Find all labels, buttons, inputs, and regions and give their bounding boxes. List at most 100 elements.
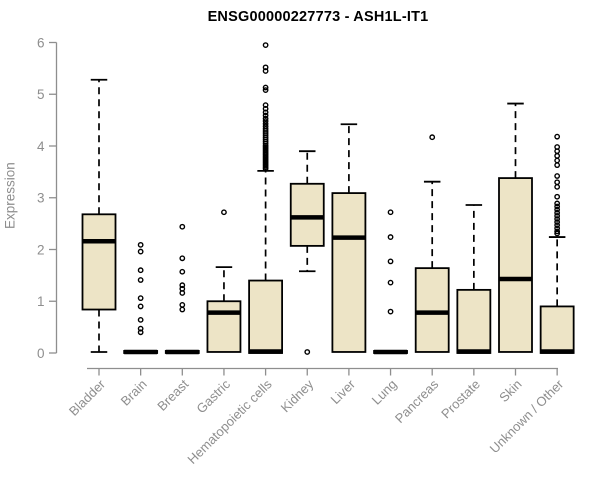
y-tick-label-2: 2: [37, 242, 45, 257]
outlier-point: [262, 123, 269, 130]
outlier-point: [137, 241, 144, 248]
outlier-point: [554, 200, 561, 207]
outlier-point: [262, 115, 269, 122]
box-rect: [498, 177, 533, 353]
outlier-point: [554, 230, 561, 237]
outlier-point: [387, 234, 394, 240]
outlier-point: [262, 105, 269, 112]
outlier-point: [262, 64, 269, 71]
x-label-lung: Lung: [369, 377, 400, 408]
y-tick-label-5: 5: [37, 87, 45, 102]
box-rect: [331, 192, 367, 353]
outlier-point: [387, 258, 394, 265]
outlier-point: [304, 349, 311, 355]
outlier-point: [554, 152, 561, 159]
outlier-point: [262, 120, 269, 127]
outlier-point: [137, 248, 144, 255]
outlier-point: [137, 277, 144, 283]
outlier-point: [554, 225, 561, 232]
x-label-prostate: Prostate: [438, 377, 483, 422]
x-label-liver: Liver: [327, 376, 358, 407]
outlier-point: [387, 308, 394, 315]
y-tick-label-0: 0: [37, 346, 45, 361]
outlier-point: [221, 209, 227, 216]
outlier-point: [554, 193, 561, 200]
outlier-point: [554, 219, 561, 225]
outlier-point: [262, 112, 269, 119]
outlier-point: [179, 223, 186, 230]
box-rect: [456, 288, 492, 354]
x-label-bladder: Bladder: [66, 376, 109, 419]
outlier-point: [554, 228, 561, 235]
x-label-skin: Skin: [496, 377, 524, 405]
box-rect: [206, 300, 242, 353]
outlier-point: [179, 255, 186, 262]
outlier-point: [179, 282, 186, 289]
outlier-point: [137, 295, 144, 302]
outlier-point: [554, 216, 561, 222]
outlier-point: [554, 222, 561, 229]
outlier-point: [554, 179, 561, 186]
outlier-point: [387, 209, 394, 216]
x-label-breast: Breast: [154, 376, 191, 413]
box-hematopoietic-cells: [248, 42, 284, 354]
outlier-point: [554, 183, 561, 190]
x-label-kidney: Kidney: [278, 376, 317, 415]
y-tick-label-4: 4: [37, 139, 45, 154]
outlier-point: [262, 118, 269, 125]
box-pancreas: [414, 134, 450, 353]
outlier-point: [179, 306, 186, 313]
outlier-point: [137, 303, 144, 310]
outlier-point: [429, 134, 436, 141]
box-lung: [373, 209, 408, 355]
box-rect: [248, 279, 284, 354]
box-unknown-other: [539, 133, 575, 354]
outlier-point: [262, 68, 269, 74]
x-label-brain: Brain: [118, 377, 150, 409]
box-liver: [331, 123, 367, 353]
box-rect: [539, 305, 575, 354]
outlier-point: [262, 109, 269, 116]
outlier-point: [137, 325, 144, 332]
outlier-point: [262, 126, 269, 132]
box-breast: [164, 223, 200, 355]
box-rect: [414, 267, 450, 353]
box-brain: [123, 241, 159, 355]
outlier-point: [179, 301, 186, 308]
outlier-point: [179, 290, 186, 296]
y-tick-label-6: 6: [37, 35, 45, 50]
outlier-point: [554, 157, 561, 164]
box-rect: [289, 182, 325, 247]
box-prostate: [456, 204, 492, 354]
box-skin: [498, 102, 533, 353]
outlier-point: [554, 162, 561, 169]
outlier-point: [179, 268, 186, 275]
y-tick-label-1: 1: [37, 294, 45, 309]
box-bladder: [81, 78, 117, 353]
outlier-point: [262, 42, 269, 48]
box-gastric: [206, 209, 242, 353]
outlier-point: [137, 316, 144, 323]
outlier-point: [262, 102, 269, 109]
x-label-pancreas: Pancreas: [392, 376, 442, 426]
outlier-point: [554, 203, 561, 210]
outlier-point: [137, 329, 144, 336]
x-label-gastric: Gastric: [193, 376, 233, 416]
outlier-point: [554, 212, 561, 219]
x-label-unknown-other: Unknown / Other: [487, 376, 567, 456]
box-rect: [81, 213, 117, 311]
outlier-point: [262, 87, 269, 94]
outlier-point: [387, 279, 394, 286]
outlier-point: [554, 173, 561, 179]
outlier-point: [554, 209, 561, 216]
box-kidney: [289, 150, 325, 355]
y-tick-label-3: 3: [37, 191, 45, 206]
chart-title: ENSG00000227773 - ASH1L-IT1: [207, 9, 429, 25]
outlier-point: [137, 267, 144, 274]
outlier-point: [554, 206, 561, 213]
outlier-point: [262, 84, 269, 91]
outlier-point: [554, 133, 561, 140]
outlier-point: [554, 148, 561, 155]
